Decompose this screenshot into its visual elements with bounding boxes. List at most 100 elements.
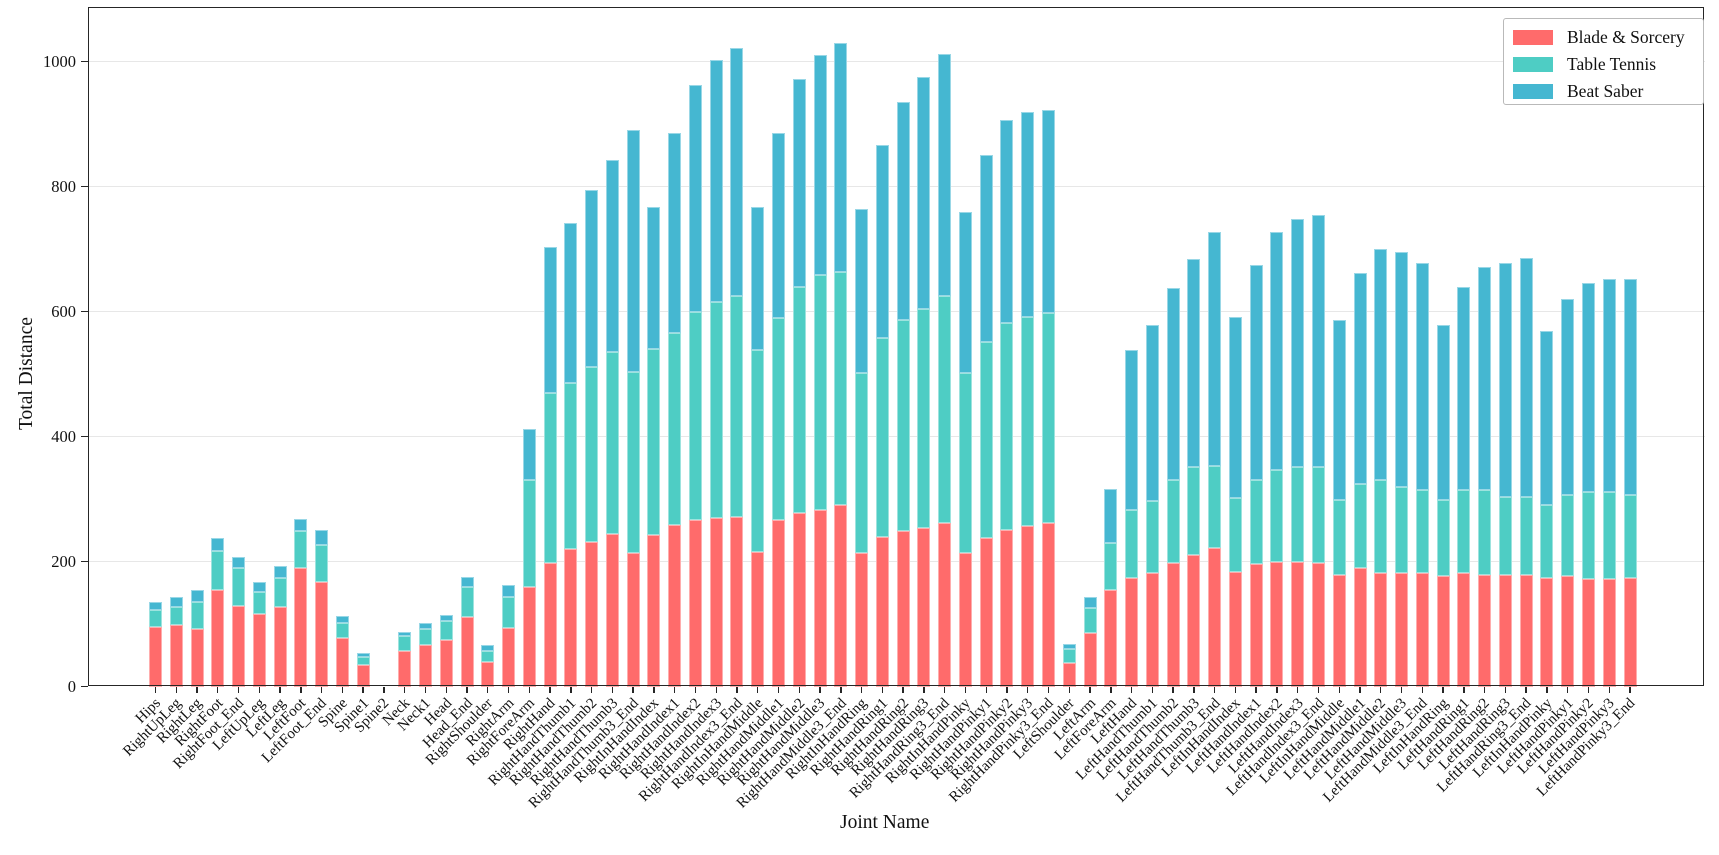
x-tick-mark xyxy=(445,686,447,693)
bar-segment xyxy=(585,367,599,542)
y-tick-mark xyxy=(81,560,88,563)
bar-segment xyxy=(1353,273,1367,484)
bar-segment xyxy=(190,602,204,629)
bar-segment xyxy=(232,605,246,687)
bar-segment xyxy=(543,246,557,393)
legend-swatch-icon xyxy=(1513,57,1553,72)
x-tick-mark xyxy=(985,686,987,693)
bar-segment xyxy=(1457,572,1471,687)
bar-segment xyxy=(979,154,993,342)
bar-LeftHandRing1 xyxy=(1457,286,1471,687)
x-tick-mark xyxy=(590,686,593,693)
x-tick-mark xyxy=(466,686,468,693)
y-tick-label: 200 xyxy=(51,551,76,571)
bar-segment xyxy=(1374,479,1388,573)
bar-RightHandIndex3 xyxy=(709,60,723,687)
bar-segment xyxy=(315,544,329,582)
bar-segment xyxy=(169,597,183,607)
gridline xyxy=(88,61,1705,62)
bar-segment xyxy=(149,626,162,687)
bar-segment xyxy=(564,222,578,383)
x-tick-mark xyxy=(964,686,967,693)
bar-segment xyxy=(1042,522,1055,687)
bar-LeftInHandRing xyxy=(1436,325,1450,687)
bar-segment xyxy=(1457,286,1471,491)
legend-item: Beat Saber xyxy=(1513,81,1643,102)
bar-segment xyxy=(522,480,536,587)
bar-segment xyxy=(252,581,266,593)
bar-segment xyxy=(1270,231,1284,471)
bar-segment xyxy=(252,592,266,614)
bar-segment xyxy=(709,60,723,303)
legend-swatch-icon xyxy=(1513,84,1553,99)
bar-segment xyxy=(668,524,682,687)
bar-segment xyxy=(958,552,972,687)
x-tick-mark xyxy=(507,686,510,693)
bar-segment xyxy=(605,534,619,687)
bar-segment xyxy=(938,295,952,524)
bar-segment xyxy=(1208,465,1222,549)
x-tick-mark xyxy=(1504,686,1507,693)
x-tick-mark xyxy=(819,686,821,693)
bar-segment xyxy=(938,523,952,687)
x-tick-mark xyxy=(1276,686,1278,693)
bar-segment xyxy=(1436,500,1450,576)
bar-segment xyxy=(294,530,308,569)
bar-segment xyxy=(1187,466,1201,556)
bar-LeftUpLeg xyxy=(252,581,266,687)
bar-RightUpLeg xyxy=(169,597,183,687)
bar-segment xyxy=(1125,509,1139,579)
bar-segment xyxy=(1374,249,1388,480)
x-tick-mark xyxy=(549,686,551,693)
bar-RightHandIndex2 xyxy=(688,84,702,687)
bar-Spine xyxy=(335,615,349,687)
x-tick-mark xyxy=(175,686,177,693)
bar-segment xyxy=(647,349,661,535)
x-tick-mark xyxy=(217,686,219,693)
bar-LeftHandPinky3_End xyxy=(1623,279,1637,687)
x-tick-mark xyxy=(320,686,323,693)
bar-segment xyxy=(1602,279,1616,493)
bar-RightHand xyxy=(543,246,557,687)
bar-LeftFoot_End xyxy=(315,529,329,687)
bar-segment xyxy=(1021,525,1035,687)
bar-segment xyxy=(875,338,889,537)
bar-segment xyxy=(1353,484,1367,569)
bar-Neck xyxy=(398,632,412,687)
bar-RightHandRing3_End xyxy=(938,54,952,687)
x-tick-mark xyxy=(1525,686,1527,693)
bar-segment xyxy=(938,54,952,296)
x-tick-mark xyxy=(673,686,676,693)
bar-segment xyxy=(688,84,702,312)
bar-segment xyxy=(1478,574,1492,687)
bar-segment xyxy=(1395,573,1409,687)
bar-RightHandThumb3 xyxy=(605,159,619,687)
bar-segment xyxy=(1540,504,1554,578)
bar-segment xyxy=(1291,219,1305,468)
bar-segment xyxy=(1291,467,1305,562)
x-tick-mark xyxy=(1006,686,1008,693)
bar-segment xyxy=(169,606,183,626)
bar-segment xyxy=(211,589,225,687)
x-tick-mark xyxy=(1213,686,1216,693)
bar-segment xyxy=(1602,579,1616,687)
y-tick-mark xyxy=(81,685,88,688)
bar-RightForeArm xyxy=(522,429,536,687)
bar-segment xyxy=(709,517,723,687)
bar-segment xyxy=(1457,490,1471,573)
bar-segment xyxy=(1395,486,1409,574)
legend: Blade & Sorcery Table Tennis Beat Saber xyxy=(1503,18,1704,105)
bar-segment xyxy=(792,286,806,513)
x-tick-mark xyxy=(840,686,842,693)
bar-LeftInHandMiddle xyxy=(1332,320,1346,687)
bar-segment xyxy=(294,568,308,687)
x-tick-mark xyxy=(1338,686,1340,693)
bar-LeftHandMiddle3_End xyxy=(1415,262,1429,687)
bar-segment xyxy=(502,585,516,597)
bar-segment xyxy=(1602,492,1616,579)
bar-segment xyxy=(460,576,474,588)
bar-segment xyxy=(1145,572,1159,687)
bar-segment xyxy=(398,650,412,687)
bar-segment xyxy=(730,47,744,296)
bar-segment xyxy=(979,538,993,687)
